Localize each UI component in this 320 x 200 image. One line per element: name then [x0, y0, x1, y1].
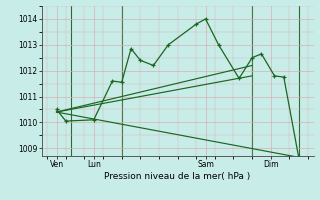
X-axis label: Pression niveau de la mer( hPa ): Pression niveau de la mer( hPa )	[104, 172, 251, 181]
